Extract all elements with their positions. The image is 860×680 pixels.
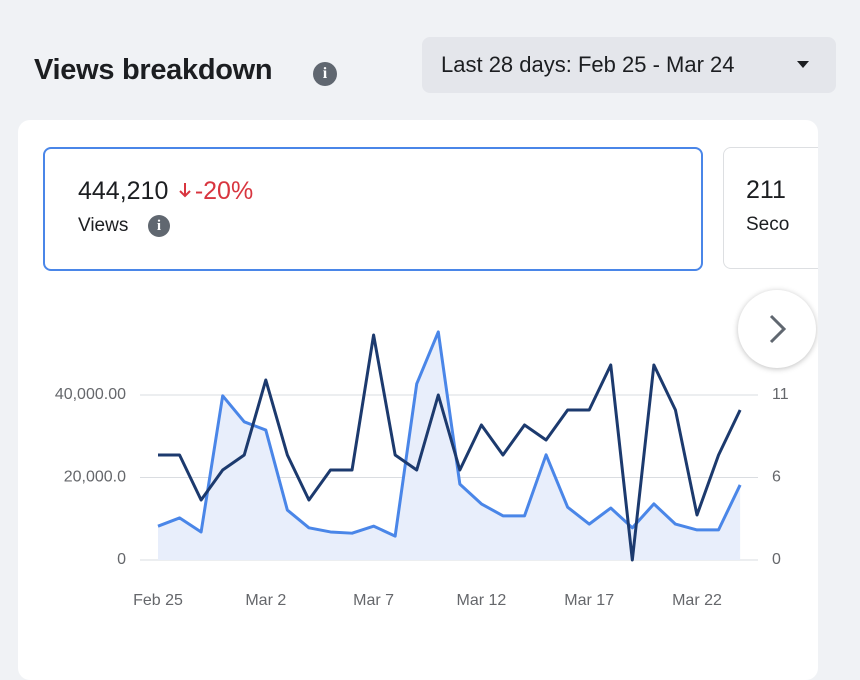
page: {"header": {"title": "Views breakdown", … <box>18 37 836 680</box>
metric-row: 444,210 -20% <box>78 177 253 206</box>
metric-value: 211 <box>746 176 786 204</box>
metric-tile[interactable]: 444,210 -20% Views i <box>43 147 703 271</box>
y-tick-label: 20,000.0 <box>64 469 126 486</box>
x-tick-label: Mar 17 <box>564 592 614 609</box>
dropdown-caret <box>797 61 809 68</box>
section-title: Views breakdown <box>34 54 273 86</box>
metric-label: Seco <box>746 214 790 235</box>
info-icon[interactable]: i <box>313 62 337 86</box>
line <box>157 330 742 538</box>
down-arrow <box>179 183 191 198</box>
x-tick-label: Mar 22 <box>672 592 722 609</box>
metric-tile[interactable]: 211 Seco <box>723 147 818 269</box>
y2-tick-label: 11 <box>772 386 789 403</box>
x-tick-label: Mar 12 <box>457 592 507 609</box>
line <box>158 333 742 562</box>
date-range-label: Last 28 days: Feb 25 - Mar 24 <box>441 52 735 77</box>
x-tick-label: Mar 7 <box>353 592 394 609</box>
y2-tick-label: 6 <box>772 469 781 486</box>
chevron-icon <box>769 314 787 344</box>
metric-value: 444,210 <box>78 177 169 205</box>
metric-label: Views <box>78 215 129 236</box>
y2-tick-label: 0 <box>772 551 781 568</box>
info-icon[interactable]: i <box>148 215 170 237</box>
x-tick-label: Mar 2 <box>245 592 286 609</box>
x-tick-label: Feb 25 <box>133 592 183 609</box>
y-tick-label: 0 <box>117 551 126 568</box>
y-tick-label: 40,000.00 <box>55 386 126 403</box>
next-button[interactable] <box>738 290 816 368</box>
date-range-dropdown[interactable]: Last 28 days: Feb 25 - Mar 24 <box>422 37 836 93</box>
area <box>158 331 741 560</box>
chart: 0 20,000.0 40,000.00 0 6 11 Feb 25 Mar 2 Mar 7 Ma… <box>55 330 789 609</box>
metric-change: -20% <box>194 177 254 205</box>
